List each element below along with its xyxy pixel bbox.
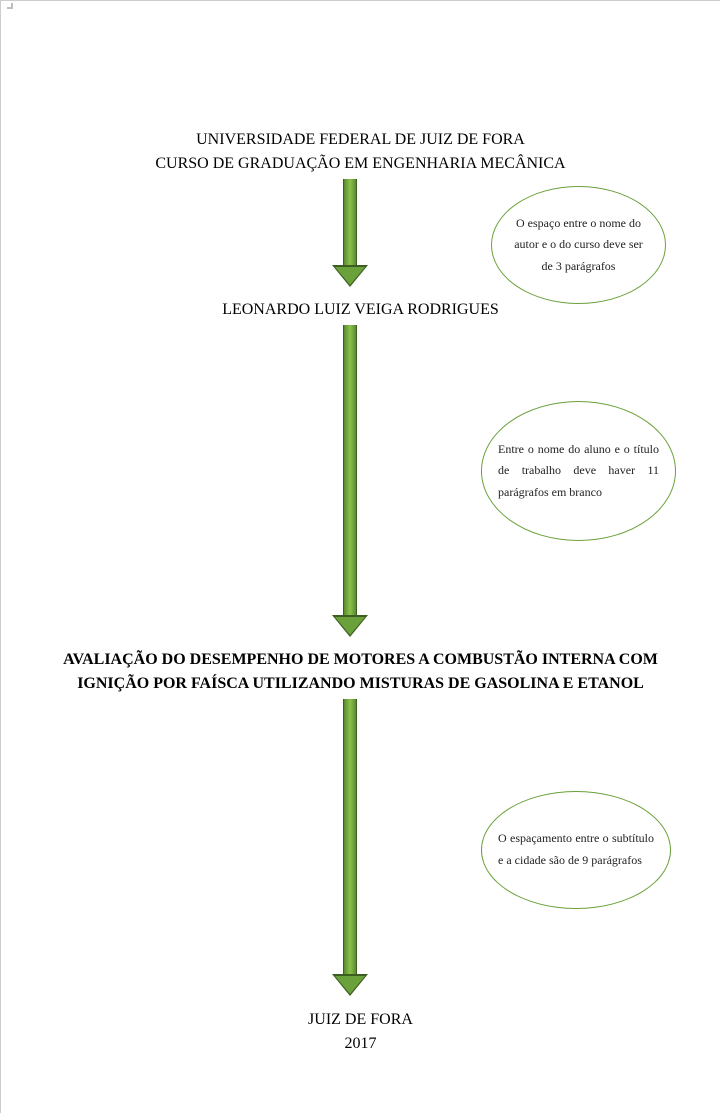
arrow-head-icon: .arrow:nth-of-type(1) .arrow-head::after… xyxy=(332,265,368,287)
callout-spacing-author-title: Entre o nome do aluno e o título de trab… xyxy=(481,401,676,541)
arrow-head-icon xyxy=(332,974,368,996)
arrow-head-icon xyxy=(332,615,368,637)
document-page: UNIVERSIDADE FEDERAL DE JUIZ DE FORA CUR… xyxy=(0,0,720,1113)
work-title-line1: AVALIAÇÃO DO DESEMPENHO DE MOTORES A COM… xyxy=(1,651,720,669)
spacing-arrow-2 xyxy=(343,325,379,637)
arrow-shaft xyxy=(343,179,357,265)
course-name: CURSO DE GRADUAÇÃO EM ENGENHARIA MECÂNIC… xyxy=(1,155,720,173)
spacing-arrow-1: .arrow:nth-of-type(1) .arrow-head::after… xyxy=(343,179,379,287)
university-name: UNIVERSIDADE FEDERAL DE JUIZ DE FORA xyxy=(1,131,720,149)
crop-mark-icon xyxy=(7,3,17,13)
work-title-line2: IGNIÇÃO POR FAÍSCA UTILIZANDO MISTURAS D… xyxy=(1,675,720,693)
city-name: JUIZ DE FORA xyxy=(1,1011,720,1029)
callout-text: Entre o nome do aluno e o título de trab… xyxy=(498,439,659,504)
callout-text: O espaço entre o nome do autor e o do cu… xyxy=(508,213,649,278)
arrow-shaft xyxy=(343,699,357,974)
author-name: LEONARDO LUIZ VEIGA RODRIGUES xyxy=(1,301,720,319)
arrow-shaft xyxy=(343,325,357,615)
callout-text: O espaçamento entre o subtítulo e a cida… xyxy=(498,828,654,871)
callout-spacing-author-course: O espaço entre o nome do autor e o do cu… xyxy=(491,186,666,304)
year-value: 2017 xyxy=(1,1035,720,1053)
spacing-arrow-3 xyxy=(343,699,379,996)
callout-spacing-subtitle-city: O espaçamento entre o subtítulo e a cida… xyxy=(481,791,671,909)
